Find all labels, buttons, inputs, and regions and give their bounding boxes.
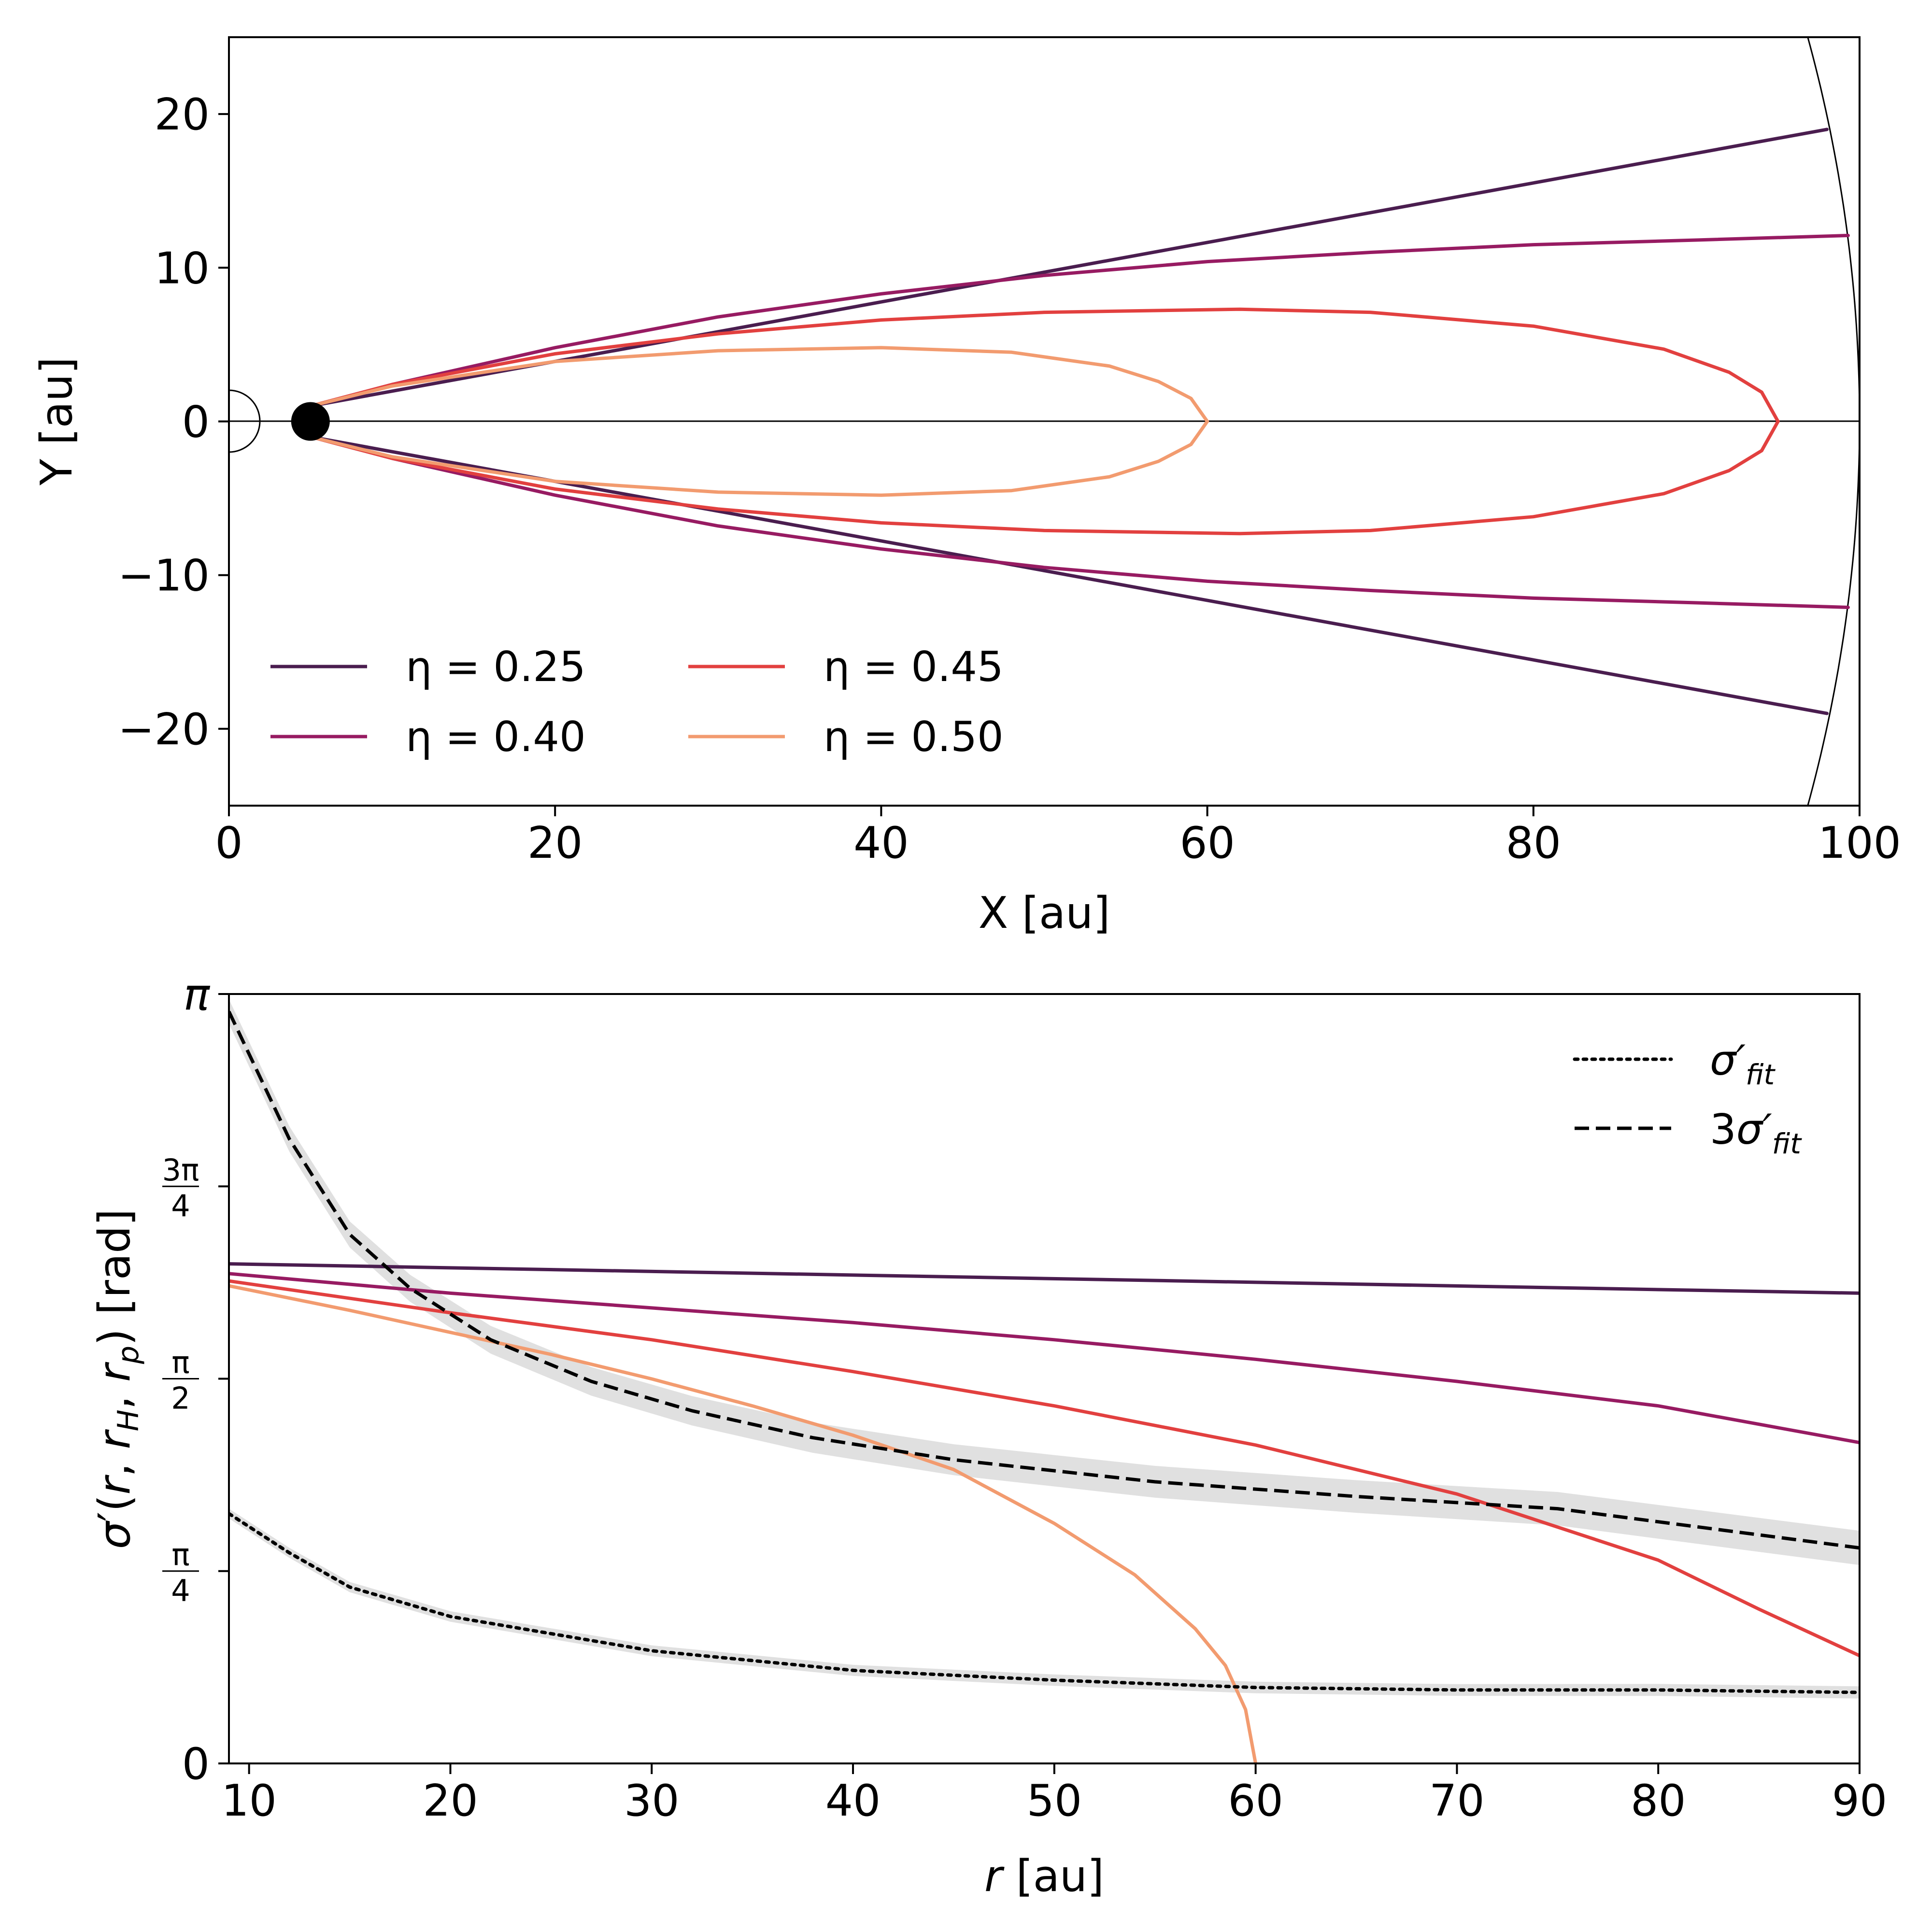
top-legend-label: η = 0.50 [824,713,1004,761]
top-xtick-label: 100 [1818,818,1901,868]
top-series-eta-0-5-upper [309,346,1209,423]
top-legend-label: η = 0.45 [824,643,1004,691]
bottom-ytick-numerator: π [171,1537,189,1573]
bottom-axes-frame [228,993,1861,1764]
bottom-ytick-numerator: 3π [162,1152,199,1188]
bottom-series-0-45-solid [229,1279,1860,1658]
planet-marker [291,402,330,441]
bottom-xtick-label: 70 [1429,1776,1485,1826]
bottom-ytick-fraction: π4 [162,1537,199,1608]
top-xtick-label: 80 [1506,818,1562,868]
bottom-series-3-fit-dashed [229,1010,1860,1550]
top-ytick-label: 0 [182,397,210,448]
top-ytick-label: −10 [118,551,210,601]
bottom-xtick-label: 60 [1228,1776,1283,1826]
bottom-ytick-denominator: 4 [171,1573,190,1608]
bottom-ytick-denominator: 2 [171,1380,190,1416]
top-ytick-label: 20 [154,89,210,140]
bottom-series-fit-dotted [229,1512,1860,1694]
top-series-eta-0-45-lower [309,420,1780,536]
dashed-fit-uncertainty-band [229,999,1860,1565]
top-xtick-label: 20 [527,818,583,868]
top-series-eta-0-5-lower [309,420,1209,497]
bottom-series-0-50-solid [229,1284,1258,1763]
bottom-xtick-label: 30 [624,1776,680,1826]
bottom-xtick-label: 10 [221,1776,277,1826]
bottom-ytick-numerator: π [171,1345,189,1380]
top-legend-label: η = 0.25 [406,643,586,691]
bottom-ytick-fraction: 3π4 [162,1152,199,1223]
bottom-xtick-label: 90 [1832,1776,1888,1826]
bottom-ytick-label: 0 [182,1739,210,1790]
bottom-series-0-25-solid [229,1262,1860,1295]
top-legend-label: η = 0.40 [406,713,586,761]
bottom-legend-label: σ′fit [1710,1037,1776,1091]
bottom-xtick-label: 20 [423,1776,478,1826]
top-xtick-label: 40 [853,818,909,868]
top-series-eta-0-4-upper [309,234,1850,408]
outer-boundary-arc [1807,37,1860,806]
top-ylabel: Y [au] [31,357,82,486]
bottom-series-0-40-solid [229,1272,1860,1445]
top-xtick-label: 0 [215,818,242,868]
bottom-ytick-denominator: 4 [171,1188,190,1223]
bottom-legend-label: 3σ′fit [1710,1106,1802,1160]
bottom-xtick-label: 40 [825,1776,881,1826]
bottom-ylabel: σ′(r, rH, rp) [rad] [89,1209,145,1549]
bottom-ytick-label: π [184,969,211,1020]
top-xtick-label: 60 [1179,818,1235,868]
top-legend: η = 0.25 η = 0.40 η = 0.45 η = 0.50 [270,643,1004,761]
top-series-eta-0-4-lower [309,435,1850,609]
bottom-xtick-label: 50 [1027,1776,1082,1826]
bottom-legend: σ′fit 3σ′fit [1573,1037,1802,1160]
top-ytick-label: −20 [118,704,210,755]
bottom-xtick-label: 80 [1631,1776,1686,1826]
bottom-xlabel: r [au] [984,1851,1104,1902]
star-half-circle [229,389,261,453]
dotted-fit-uncertainty-band [229,1508,1860,1699]
top-series-eta-0-45-upper [309,307,1780,423]
bottom-ytick-fraction: π2 [162,1345,199,1416]
top-xlabel: X [au] [979,888,1110,938]
top-ytick-label: 10 [154,243,210,294]
